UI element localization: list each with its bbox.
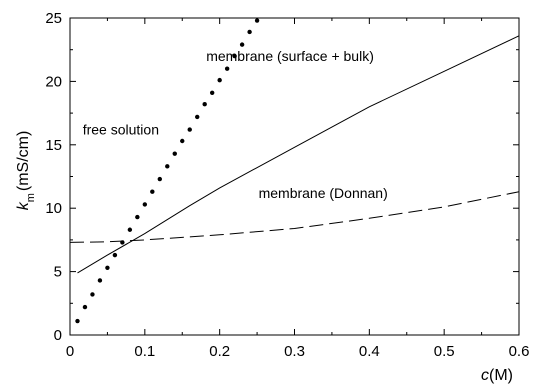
series-free-solution-point bbox=[75, 318, 80, 324]
series-free-solution-point bbox=[202, 102, 207, 107]
series-free-solution-point bbox=[135, 214, 140, 220]
series-free-solution-point bbox=[82, 304, 88, 310]
x-tick-label: 0.4 bbox=[359, 343, 380, 360]
series-free-solution-point bbox=[232, 53, 237, 59]
series-free-solution-point bbox=[239, 42, 245, 47]
series-free-solution-point bbox=[142, 202, 148, 207]
series-free-solution-point bbox=[217, 77, 222, 83]
y-tick-label: 20 bbox=[45, 73, 62, 90]
plot-area bbox=[69, 17, 520, 336]
y-label-symbol: k bbox=[15, 201, 32, 210]
x-tick-label: 0.3 bbox=[284, 343, 305, 360]
y-tick-label: 10 bbox=[45, 200, 62, 217]
y-axis-label: km (mS/cm) bbox=[15, 131, 37, 211]
annotation-membrane-surface-bulk: membrane (surface + bulk) bbox=[206, 48, 374, 64]
tick-layer: 0 0.1 0.2 0.3 0.4 0.5 0.6 0 5 10 15 20 25 bbox=[45, 10, 529, 360]
annotation-membrane-donnan: membrane (Donnan) bbox=[259, 185, 388, 201]
y-tick-label: 0 bbox=[54, 327, 62, 344]
x-tick-label: 0.1 bbox=[134, 343, 155, 360]
plot-frame bbox=[69, 17, 520, 336]
x-label-symbol: c bbox=[481, 367, 489, 384]
series-layer bbox=[69, 18, 520, 324]
series-free-solution-point bbox=[150, 189, 155, 194]
annotation-layer: membrane (surface + bulk) free solution me… bbox=[83, 48, 388, 201]
series-free-solution-point bbox=[105, 265, 110, 270]
series-free-solution-point bbox=[127, 227, 133, 232]
x-tick-label: 0.2 bbox=[209, 343, 230, 360]
series-membrane-donnan-line bbox=[69, 191, 520, 243]
series-free-solution-point bbox=[180, 138, 185, 144]
series-free-solution-point bbox=[172, 151, 177, 156]
x-axis-label: c(M) bbox=[481, 367, 513, 384]
series-free-solution-point bbox=[157, 176, 162, 182]
series-free-solution-point bbox=[165, 164, 170, 169]
series-free-solution-point bbox=[209, 90, 215, 96]
x-label-unit: (M) bbox=[489, 367, 513, 384]
annotation-free-solution: free solution bbox=[83, 122, 159, 138]
series-free-solution-point bbox=[112, 252, 118, 258]
series-free-solution-point bbox=[195, 114, 200, 120]
y-label-unit: (mS/cm) bbox=[15, 131, 32, 191]
x-tick-label: 0.5 bbox=[434, 343, 455, 360]
series-free-solution-point bbox=[247, 29, 252, 35]
series-free-solution-point bbox=[224, 66, 230, 71]
series-free-solution-point bbox=[90, 292, 95, 297]
y-tick-label: 25 bbox=[45, 10, 62, 27]
y-label-subscript: m bbox=[25, 193, 37, 202]
x-tick-label: 0.6 bbox=[509, 343, 530, 360]
series-free-solution-point bbox=[97, 278, 103, 283]
x-tick-label: 0 bbox=[66, 343, 74, 360]
y-tick-label: 5 bbox=[54, 264, 62, 281]
series-membrane-surface-bulk-line bbox=[77, 35, 520, 274]
y-tick-label: 15 bbox=[45, 137, 62, 154]
series-free-solution-point bbox=[187, 127, 192, 132]
